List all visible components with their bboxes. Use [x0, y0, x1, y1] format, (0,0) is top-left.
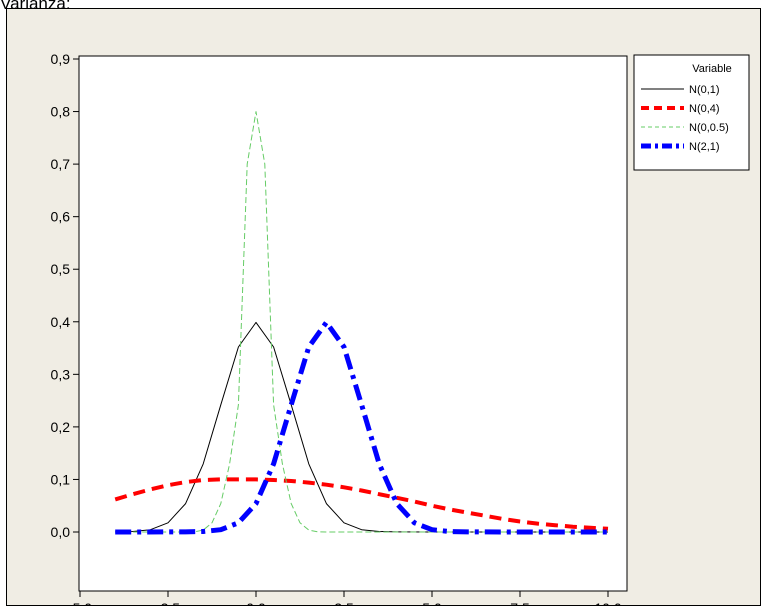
x-tick-label: 2,5: [334, 600, 354, 605]
x-tick-label: 7,5: [510, 600, 530, 605]
series-line-2: [115, 111, 608, 533]
y-tick-label: 0,9: [51, 51, 71, 67]
legend: Variable N(0,1) N(0,4) N(0,0.5) N(2,1): [633, 54, 750, 171]
series-line-3: [115, 319, 608, 535]
chart-frame: 0,0 0,1 0,2 0,3 0,4 0,5 0,6 0,7 0,8 0,9 -5,0 -2,5 0,…: [6, 8, 761, 606]
y-tick-label: 0,0: [51, 524, 71, 540]
chart-svg: 0,0 0,1 0,2 0,3 0,4 0,5 0,6 0,7 0,8 0,9 -5,0 -2,5 0,…: [51, 51, 750, 605]
plot-area: [78, 55, 628, 592]
legend-label-0: N(0,1): [689, 84, 720, 96]
y-tick-label: 0,1: [51, 471, 71, 487]
x-tick-label: -5,0: [68, 600, 92, 605]
y-tick-label: 0,8: [51, 104, 71, 120]
legend-box: [633, 54, 750, 171]
legend-label-3: N(2,1): [689, 141, 720, 153]
axis-layer: 0,0 0,1 0,2 0,3 0,4 0,5 0,6 0,7 0,8 0,9 -5,0 -2,5 0,…: [51, 51, 622, 605]
y-tick-label: 0,2: [51, 419, 71, 435]
x-tick-label: -2,5: [156, 600, 180, 605]
series-layer: [114, 111, 609, 535]
legend-label-2: N(0,0.5): [689, 122, 729, 134]
y-tick-label: 0,7: [51, 156, 71, 172]
y-tick-label: 0,6: [51, 209, 71, 225]
y-tick-label: 0,4: [51, 314, 71, 330]
x-tick-label: 5,0: [422, 600, 442, 605]
x-tick-label: 0,0: [246, 600, 266, 605]
legend-title: Variable: [692, 63, 732, 75]
y-tick-label: 0,5: [51, 261, 71, 277]
legend-label-1: N(0,4): [689, 103, 720, 115]
x-tick-label: 10,0: [594, 600, 621, 605]
series-line-1: [114, 477, 609, 531]
y-tick-label: 0,3: [51, 366, 71, 382]
